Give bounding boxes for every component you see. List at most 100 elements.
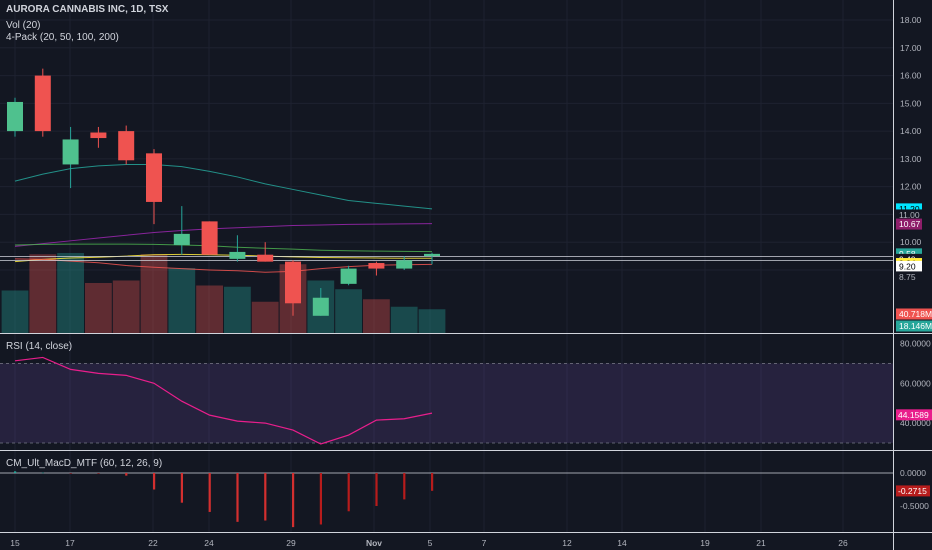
rsi-tick-label: 80.0000 <box>900 339 931 349</box>
macd-tick-label: -0.5000 <box>900 501 929 511</box>
date-tick-label: 29 <box>286 538 296 548</box>
price-badge: 40.718M <box>896 308 932 320</box>
volume-bar <box>224 286 251 333</box>
price-badge-bg <box>896 218 922 230</box>
candle <box>368 261 385 276</box>
macd-histogram-bar <box>180 473 183 503</box>
rsi-badge-bg <box>896 409 932 421</box>
candle <box>118 125 135 165</box>
candle-body <box>424 253 440 257</box>
chart-title: AURORA CANNABIS INC, 1D, TSX <box>6 4 169 15</box>
date-tick-label: 14 <box>617 538 627 548</box>
date-tick-label: 19 <box>700 538 710 548</box>
date-tick-label: 24 <box>204 538 214 548</box>
candle <box>396 256 413 270</box>
price-badge-bg <box>896 320 932 332</box>
candle <box>424 252 440 265</box>
price-badge-text: 11.20 <box>899 204 920 214</box>
candle-body <box>118 131 135 161</box>
volume-bar <box>1 290 29 333</box>
macd-histogram-bar <box>97 473 100 474</box>
macd-histogram-bar <box>208 473 211 512</box>
rsi-value-badge: 44.1589 <box>896 409 932 421</box>
macd-histogram-bar <box>264 473 267 521</box>
macd-histogram-bar <box>125 473 128 476</box>
price-badge-bg <box>896 271 922 283</box>
moving-average-line <box>14 163 433 210</box>
macd-histogram-bar <box>41 472 44 474</box>
price-tick-label: 17.00 <box>900 43 922 53</box>
price-tick-label: 13.00 <box>900 154 922 164</box>
rsi-title: RSI (14, close) <box>6 341 72 352</box>
date-tick-label: 17 <box>65 538 75 548</box>
volume-bar <box>140 254 168 333</box>
volume-bar <box>57 253 84 333</box>
candle-body <box>173 233 190 245</box>
macd-value-badge: -0.2715 <box>896 485 930 497</box>
date-tick-label: 5 <box>428 538 433 548</box>
candle <box>312 288 329 316</box>
price-tick-label: 12.00 <box>900 182 922 192</box>
price-badge: 18.146M <box>896 320 932 332</box>
macd-histogram-bar <box>403 473 406 500</box>
candle <box>229 235 246 262</box>
moving-average-indicator-label[interactable]: 4-Pack (20, 50, 100, 200) <box>6 32 119 43</box>
price-badge-text: 18.146M <box>899 321 932 331</box>
volume-bar <box>112 280 140 333</box>
candle-body <box>229 251 246 259</box>
candle-body <box>257 254 274 262</box>
candle <box>146 149 162 225</box>
date-tick-label: 15 <box>10 538 20 548</box>
candle-body <box>146 153 162 202</box>
macd-histogram-bar <box>292 473 295 528</box>
price-badge-text: 11.00 <box>899 210 920 220</box>
moving-average-line <box>14 253 432 263</box>
moving-average-line <box>14 243 433 253</box>
price-tick-label: 10.00 <box>900 237 922 247</box>
candle-body <box>312 297 329 316</box>
rsi-line <box>14 356 433 445</box>
price-badge-bg <box>896 260 922 272</box>
price-badge: 11.20 <box>896 203 922 215</box>
volume-bar <box>390 306 418 333</box>
date-tick-label: 12 <box>562 538 572 548</box>
rsi-badge-text: 44.1589 <box>898 410 929 420</box>
moving-average-line <box>14 258 433 273</box>
macd-histogram-bar <box>319 473 322 525</box>
date-tick-label: Nov <box>366 538 382 548</box>
volume-bar <box>29 254 57 333</box>
candle-body <box>7 101 23 132</box>
price-tick-label: 18.00 <box>900 15 922 25</box>
volume-bar <box>85 283 112 333</box>
date-tick-label: 26 <box>838 538 848 548</box>
price-badge-text: 10.67 <box>899 219 921 229</box>
candle <box>62 126 79 189</box>
volume-bar <box>196 285 223 333</box>
rsi-tick-label: 60.0000 <box>900 378 931 388</box>
candle-body <box>34 75 51 132</box>
price-badge-text: 9.20 <box>899 261 916 271</box>
macd-histogram-bar <box>431 473 434 491</box>
volume-indicator-label[interactable]: Vol (20) <box>6 20 41 31</box>
candle-body <box>62 139 79 165</box>
moving-average-line <box>14 223 433 247</box>
price-badge-text: 8.75 <box>899 272 916 282</box>
price-tick-label: 15.00 <box>900 98 922 108</box>
date-tick-label: 22 <box>148 538 158 548</box>
date-tick-label: 7 <box>482 538 487 548</box>
candle-body <box>368 263 385 269</box>
price-tick-label: 14.00 <box>900 126 922 136</box>
macd-histogram-bar <box>375 473 378 506</box>
macd-badge-text: -0.2715 <box>898 486 927 496</box>
macd-title: CM_Ult_MacD_MTF (60, 12, 26, 9) <box>6 458 162 469</box>
volume-bar <box>418 309 446 333</box>
rsi-tick-label: 40.0000 <box>900 418 931 428</box>
candle-body <box>396 260 413 269</box>
price-badge-bg <box>896 308 932 320</box>
macd-badge-bg <box>896 485 930 497</box>
date-tick-label: 21 <box>756 538 766 548</box>
macd-histogram-bar <box>14 471 17 473</box>
candle <box>7 97 23 137</box>
price-badge-bg <box>896 209 922 221</box>
